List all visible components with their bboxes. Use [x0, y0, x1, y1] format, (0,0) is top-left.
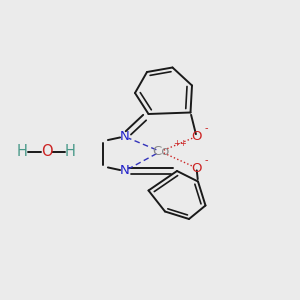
Text: H: H	[17, 144, 28, 159]
Text: O: O	[191, 161, 202, 175]
Text: H: H	[65, 144, 76, 159]
Text: N: N	[120, 130, 129, 143]
Text: -: -	[205, 155, 208, 165]
Text: Co: Co	[152, 145, 169, 158]
Text: ++: ++	[173, 139, 187, 148]
Text: O: O	[41, 144, 52, 159]
Text: N: N	[120, 164, 129, 178]
Text: -: -	[205, 124, 208, 134]
Text: O: O	[191, 130, 202, 143]
